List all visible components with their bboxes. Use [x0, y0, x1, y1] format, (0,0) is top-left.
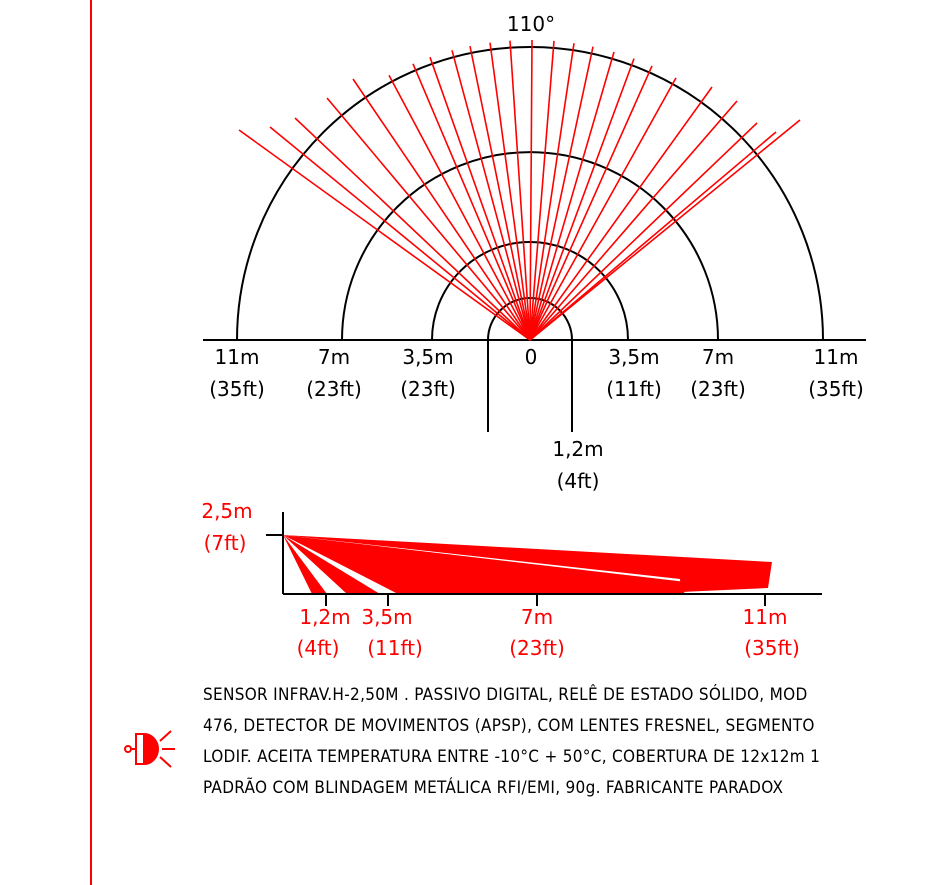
side-view-coverage: 2,5m (7ft) 1,2m (4ft) 3,5m (11ft) 7m (23… — [201, 499, 822, 660]
side-label-1-2m-ft: (4ft) — [297, 636, 340, 660]
right-label-3-5m: 3,5m — [608, 345, 659, 369]
side-label-1-2m: 1,2m — [299, 605, 350, 629]
ray-side-1 — [238, 129, 531, 341]
ray-5 — [469, 45, 531, 341]
ray-14 — [529, 65, 653, 341]
ray-4 — [451, 50, 531, 341]
side-label-11m-ft: (35ft) — [744, 636, 800, 660]
ray-side-5 — [352, 78, 531, 341]
description-line-4: PADRÃO COM BLINDAGEM METÁLICA RFI/EMI, 9… — [203, 778, 784, 798]
pir-sensor-symbol-icon — [124, 730, 175, 768]
side-label-7m: 7m — [521, 605, 553, 629]
description-line-2: 476, DETECTOR DE MOVIMENTOS (APSP), COM … — [203, 716, 815, 736]
beam-zone-1 — [283, 535, 327, 594]
ray-10 — [529, 43, 575, 341]
ray-side-9 — [529, 131, 777, 341]
ray-11 — [529, 46, 594, 341]
ray-side-6 — [529, 86, 713, 341]
ray-15 — [529, 77, 677, 341]
beam-zone-6 — [283, 535, 772, 592]
ray-3 — [429, 56, 531, 341]
ray-side-4 — [326, 97, 531, 341]
ray-8 — [529, 39, 533, 341]
ray-2 — [412, 63, 531, 341]
top-view-coverage: 110° 0 11m (35ft) 7m (23ft) 3,5m (23ft) … — [203, 12, 866, 493]
side-label-7m-ft: (23ft) — [509, 636, 565, 660]
side-label-11m: 11m — [743, 605, 788, 629]
ray-13 — [529, 58, 635, 341]
ray-7 — [509, 40, 531, 341]
width-label: 1,2m — [552, 437, 603, 461]
left-label-3-5m-ft: (23ft) — [400, 377, 456, 401]
left-label-11m-ft: (35ft) — [209, 377, 265, 401]
left-label-11m: 11m — [215, 345, 260, 369]
width-label-ft: (4ft) — [557, 469, 600, 493]
origin-label: 0 — [525, 345, 538, 369]
ray-side-10 — [529, 119, 801, 341]
right-label-7m-ft: (23ft) — [690, 377, 746, 401]
right-label-7m: 7m — [702, 345, 734, 369]
right-label-11m-ft: (35ft) — [808, 377, 864, 401]
detection-rays — [238, 39, 801, 341]
right-label-3-5m-ft: (11ft) — [606, 377, 662, 401]
left-label-3-5m: 3,5m — [402, 345, 453, 369]
ray-side-7 — [529, 100, 738, 341]
ray-side-3 — [294, 117, 531, 341]
height-label-ft: (7ft) — [204, 531, 247, 555]
ray-12 — [529, 51, 615, 341]
beam-zone-5 — [283, 535, 686, 594]
right-label-11m: 11m — [814, 345, 859, 369]
side-label-3-5m-ft: (11ft) — [367, 636, 423, 660]
height-label: 2,5m — [201, 499, 252, 523]
angle-label: 110° — [507, 12, 555, 36]
ray-1 — [388, 74, 531, 341]
side-label-3-5m: 3,5m — [361, 605, 412, 629]
ray-6 — [489, 42, 531, 341]
description-line-3: LODIF. ACEITA TEMPERATURA ENTRE -10°C + … — [203, 747, 821, 767]
ray-side-8 — [529, 122, 758, 341]
arc-7m — [341, 151, 719, 341]
ray-side-2 — [269, 126, 531, 341]
arc-11m — [236, 46, 824, 341]
left-label-7m: 7m — [318, 345, 350, 369]
beam-zone-2 — [283, 535, 380, 594]
description-line-1: SENSOR INFRAV.H-2,50M . PASSIVO DIGITAL,… — [203, 685, 808, 705]
left-label-7m-ft: (23ft) — [306, 377, 362, 401]
ray-9 — [529, 40, 555, 341]
